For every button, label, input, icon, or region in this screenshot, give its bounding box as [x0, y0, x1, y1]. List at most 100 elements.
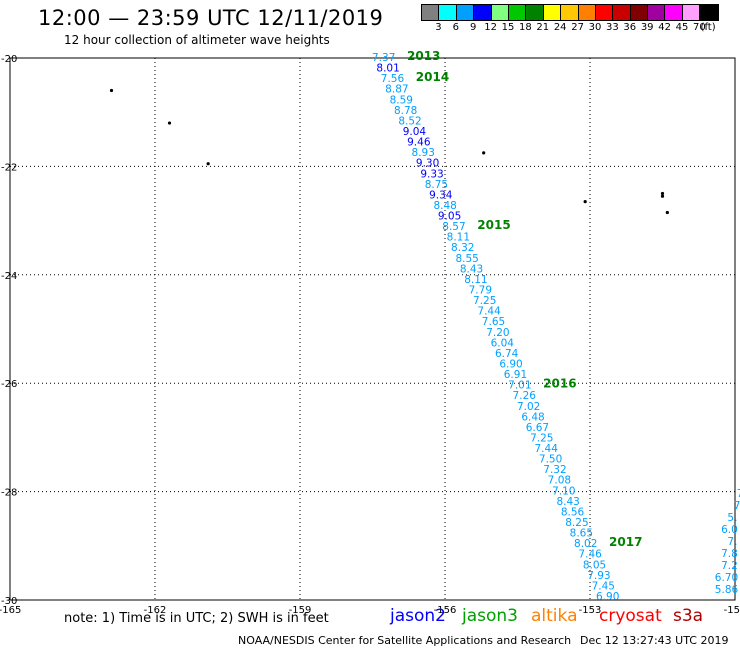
wave-height-label: 8.55 [455, 253, 478, 265]
scale-label: 3 [435, 22, 442, 33]
x-tick-label: -165 [0, 605, 21, 616]
page-title: 12:00 — 23:59 UTC 12/11/2019 [38, 6, 384, 30]
wave-height-label: 8.48 [433, 200, 456, 212]
satellite-s3a: s3a [673, 606, 704, 626]
edge-wave-height-label: 6.0 [721, 524, 738, 536]
wave-height-label: 7.56 [381, 73, 405, 85]
island-marker [665, 210, 669, 215]
scale-swatch [648, 5, 666, 20]
wave-height-label: 7.44 [535, 443, 559, 455]
scale-label: 45 [675, 22, 689, 33]
satellite-jason3: jason3 [462, 606, 518, 626]
scale-swatch [665, 5, 683, 20]
map-frame [9, 57, 736, 601]
island-marker [660, 194, 665, 198]
scale-label: 24 [553, 22, 567, 33]
wave-height-label: 7.45 [592, 580, 615, 592]
x-tick-label: -156 [434, 605, 457, 616]
edge-wave-height-label: 7.2 [721, 560, 738, 572]
scale-swatch [682, 5, 701, 20]
page-subtitle: 12 hour collection of altimeter wave hei… [64, 33, 330, 47]
wave-height-label: 9.46 [407, 137, 431, 149]
wave-height-label: 8.11 [447, 232, 470, 244]
wave-height-label: 8.02 [574, 538, 597, 550]
scale-swatch [543, 5, 562, 20]
color-scale-swatches [421, 4, 719, 21]
y-tick-label: -22 [1, 162, 17, 173]
wave-height-label: 8.11 [464, 274, 487, 286]
time-label: 2013 [407, 49, 440, 63]
scale-label: (ft) [700, 22, 716, 33]
wave-height-label: 7.20 [486, 327, 509, 339]
wave-height-label: 8.01 [376, 63, 399, 75]
edge-wave-height-label: 6.70 [715, 572, 738, 584]
scale-label: 33 [606, 22, 619, 33]
wave-height-label: 9.34 [429, 189, 453, 201]
edge-wave-height-label: 7.8 [721, 548, 738, 560]
scale-swatch [700, 5, 718, 20]
wave-height-label: 8.52 [398, 115, 421, 127]
wave-height-label: 7.46 [578, 549, 602, 561]
satellite-jason2: jason2 [390, 606, 446, 626]
scale-label: 30 [588, 22, 602, 33]
time-label: 2017 [609, 535, 642, 549]
scale-swatch [439, 5, 457, 20]
x-tick-label: -153 [579, 605, 602, 616]
credit-line: NOAA/NESDIS Center for Satellite Applica… [238, 634, 572, 647]
scale-label: 36 [623, 22, 637, 33]
wave-height-label: 6.67 [526, 422, 549, 434]
y-tick-label: -26 [1, 379, 17, 390]
satellite-cryosat: cryosat [599, 606, 662, 626]
y-tick-label: -24 [1, 271, 17, 282]
x-tick-label: -162 [144, 605, 167, 616]
scale-swatch [508, 5, 527, 20]
wave-height-label: 6.48 [521, 411, 544, 423]
scale-swatch [630, 5, 649, 20]
wave-height-label: 7.08 [548, 475, 571, 487]
scale-swatch [595, 5, 614, 20]
wave-height-label: 6.91 [504, 369, 527, 381]
footer-note: note: 1) Time is in UTC; 2) SWH is in fe… [64, 611, 329, 626]
wave-height-label: 8.59 [390, 94, 413, 106]
satellite-altika: altika [531, 606, 578, 626]
wave-height-label: 8.78 [394, 105, 417, 117]
wave-height-label: 7.32 [543, 464, 566, 476]
wave-height-label: 7.65 [482, 316, 505, 328]
scale-label: 9 [470, 22, 477, 33]
scale-label: 42 [658, 22, 671, 33]
edge-wave-height-label: 5. [727, 512, 737, 524]
wave-height-label: 9.04 [403, 126, 427, 138]
time-label: 2014 [416, 70, 449, 84]
wave-height-label: 8.65 [570, 528, 593, 540]
island-marker [109, 88, 114, 93]
wave-height-label: 6.74 [495, 348, 519, 360]
edge-wave-height-label: 7 [737, 488, 740, 500]
wave-height-label: 9.05 [438, 211, 461, 223]
scale-swatch [491, 5, 509, 20]
wave-height-label: 7.37 [372, 52, 395, 64]
edge-wave-height-label: 7. [727, 536, 737, 548]
wave-height-label: 7.50 [539, 454, 562, 466]
wave-height-label: 7.02 [517, 401, 540, 413]
wave-height-label: 6.90 [596, 591, 619, 603]
wave-height-label: 9.33 [420, 168, 443, 180]
wave-height-label: 7.10 [552, 485, 575, 497]
scale-swatch [456, 5, 475, 20]
time-label: 2016 [543, 377, 576, 391]
scale-label: 6 [452, 22, 459, 33]
color-scale-legend: 3 6 9 12 15 18 21 24 27 30 33 36 39 42 45 70 (ft) [421, 4, 719, 35]
wave-height-label: 6.90 [499, 358, 522, 370]
wave-track: 7.378.017.568.878.598.788.529.049.468.93… [372, 52, 619, 603]
y-tick-label: -20 [1, 54, 17, 65]
edge-wave-track: 775.6.07.7.87.26.705.86 [715, 488, 740, 596]
time-label: 2015 [477, 218, 510, 232]
wave-height-label: 8.57 [442, 221, 465, 233]
scale-label: 21 [536, 22, 550, 33]
wave-height-label: 8.56 [561, 506, 585, 518]
scale-swatch [526, 5, 544, 20]
wave-height-label: 9.30 [416, 158, 439, 170]
scale-swatch [578, 5, 596, 20]
wave-height-label: 7.25 [473, 295, 496, 307]
map-grid [10, 58, 735, 600]
island-marker [660, 191, 665, 196]
